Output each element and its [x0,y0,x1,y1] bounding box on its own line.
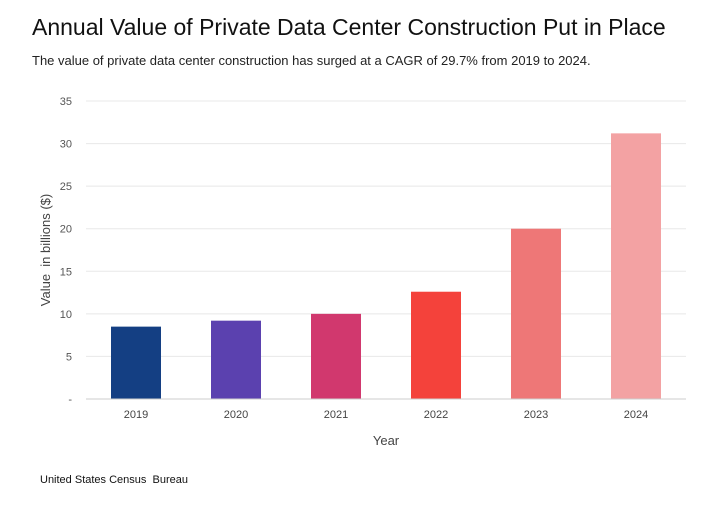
y-tick-label: 5 [66,351,72,363]
bar-2019 [111,326,161,399]
bars [111,133,661,399]
bar-2020 [211,320,261,399]
x-axis-label: Year [373,433,400,448]
x-tick-label: 2020 [224,409,248,421]
gridlines [86,100,686,357]
bar-2024 [611,133,661,399]
y-tick-label: 35 [60,96,72,108]
x-axis-ticks: 2019 2020 2021 2022 2023 2024 [124,409,648,421]
chart-title: Annual Value of Private Data Center Cons… [32,14,666,40]
chart-subtitle: The value of private data center constru… [32,53,591,68]
x-tick-label: 2023 [524,409,548,421]
x-tick-label: 2022 [424,409,448,421]
y-tick-label: 30 [60,139,72,151]
y-axis-label: Value in billions ($) [38,194,53,306]
x-tick-label: 2021 [324,409,348,421]
x-tick-label: 2024 [624,409,648,421]
x-tick-label: 2019 [124,409,148,421]
y-tick-label: 20 [60,224,72,236]
y-axis-ticks: - 5 10 15 20 25 30 35 [60,96,73,406]
bar-2021 [311,313,361,399]
y-tick-label: 10 [60,309,72,321]
bar-2022 [411,291,461,399]
y-tick-label: 25 [60,181,72,193]
y-tick-label: - [68,394,72,406]
bar-2023 [511,228,561,399]
y-tick-label: 15 [60,266,72,278]
source-note: United States Census Bureau [40,474,188,486]
